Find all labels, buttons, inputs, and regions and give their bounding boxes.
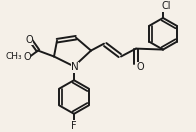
Text: O: O <box>136 62 144 72</box>
Text: N: N <box>71 62 79 72</box>
Text: CH₃: CH₃ <box>6 52 22 61</box>
Text: O: O <box>25 35 33 45</box>
Text: O: O <box>23 53 31 62</box>
Text: F: F <box>71 121 77 131</box>
Text: Cl: Cl <box>161 1 171 11</box>
